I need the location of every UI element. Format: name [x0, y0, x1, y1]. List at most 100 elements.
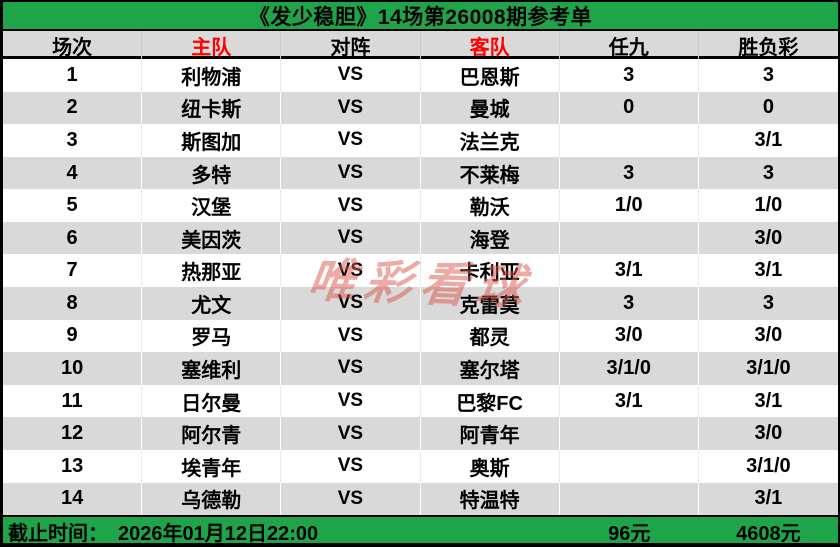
- cell-away-team: 都灵: [421, 319, 560, 353]
- cell-shengfucai: 3/1/0: [746, 454, 791, 477]
- cell-versus: VS: [281, 417, 421, 450]
- cell-match-no: 14: [3, 482, 143, 516]
- column-header-match-no: 场次: [3, 31, 143, 60]
- cell-renjiu: 0: [560, 91, 699, 125]
- table-header-row: 场次 主队 对阵 客队 任九 胜负彩: [3, 31, 838, 60]
- cell-home-team: 罗马: [142, 319, 282, 353]
- cell-home-team: 纽卡斯: [142, 91, 282, 125]
- cell-shengfucai: 3/1/0: [746, 356, 791, 379]
- cell-versus: VS: [281, 352, 421, 385]
- cell-away-team: 奥斯: [421, 449, 560, 483]
- cell-away-team: 勒沃: [421, 189, 560, 222]
- cell-match-no: 5: [3, 189, 143, 222]
- cell-versus: VS: [281, 91, 421, 125]
- cell-renjiu: [560, 124, 699, 157]
- cell-away-team: 克雷莫: [421, 287, 560, 320]
- cell-match-no: 6: [3, 221, 143, 255]
- table-row: 10 塞维利 VS 塞尔塔 3/1/0 3/1/0: [3, 352, 838, 385]
- cell-away-team: 塞尔塔: [421, 352, 560, 385]
- cell-away-team: 法兰克: [421, 124, 560, 157]
- cell-match-no: 2: [3, 91, 143, 125]
- cell-match-no: 12: [3, 417, 143, 450]
- cell-home-team: 美因茨: [142, 221, 282, 255]
- cell-renjiu: 3: [560, 59, 699, 92]
- column-header-shengfucai: 胜负彩: [738, 37, 799, 59]
- table-row: 2 纽卡斯 VS 曼城 0 0: [3, 91, 838, 125]
- cell-home-team: 阿尔青: [142, 417, 282, 450]
- cell-versus: VS: [281, 482, 421, 516]
- column-header-renjiu: 任九: [560, 31, 699, 60]
- cell-shengfucai: 3/1: [754, 487, 783, 510]
- table-row: 5 汉堡 VS 勒沃 1/0 1/0: [3, 189, 838, 222]
- cell-renjiu: 1/0: [560, 189, 699, 222]
- table-row: 13 埃青年 VS 奥斯 3/1/0: [3, 449, 838, 483]
- cell-away-team: 巴黎FC: [421, 384, 560, 418]
- cell-versus: VS: [281, 156, 421, 190]
- cell-renjiu: 3/1: [560, 384, 699, 418]
- renjiu-price: 96元: [608, 523, 651, 545]
- deadline-label: 截止时间：: [8, 523, 108, 545]
- cell-away-team: 阿青年: [421, 417, 560, 450]
- table-row: 9 罗马 VS 都灵 3/0 3/0: [3, 319, 838, 353]
- cell-renjiu: 3/0: [560, 319, 699, 353]
- shengfucai-price: 4608元: [736, 523, 801, 545]
- cell-shengfucai: 3/0: [754, 422, 783, 445]
- cell-renjiu: 3/1: [560, 254, 699, 288]
- cell-shengfucai: 3: [762, 63, 774, 86]
- cell-match-no: 7: [3, 254, 143, 288]
- column-header-away-team: 客队: [421, 31, 560, 60]
- cell-away-team: 特温特: [421, 482, 560, 516]
- cell-versus: VS: [281, 124, 421, 157]
- cell-match-no: 13: [3, 449, 143, 483]
- cell-away-team: 不莱梅: [421, 156, 560, 190]
- table-row: 11 日尔曼 VS 巴黎FC 3/1 3/1: [3, 384, 838, 418]
- cell-shengfucai: 3/0: [754, 226, 783, 249]
- cell-versus: VS: [281, 221, 421, 255]
- cell-match-no: 10: [3, 352, 143, 385]
- column-header-versus: 对阵: [281, 31, 421, 60]
- table-row: 6 美因茨 VS 海登 3/0: [3, 221, 838, 255]
- cell-renjiu: 3: [560, 156, 699, 190]
- deadline: 截止时间： 2026年01月12日22:00: [3, 517, 560, 545]
- cell-away-team: 巴恩斯: [421, 59, 560, 92]
- cell-renjiu: [560, 482, 699, 516]
- cell-versus: VS: [281, 189, 421, 222]
- cell-shengfucai: 3: [762, 161, 774, 184]
- table-row: 3 斯图加 VS 法兰克 3/1: [3, 124, 838, 157]
- cell-home-team: 塞维利: [142, 352, 282, 385]
- cell-match-no: 1: [3, 59, 143, 92]
- table-row: 4 多特 VS 不莱梅 3 3: [3, 156, 838, 190]
- cell-versus: VS: [281, 449, 421, 483]
- cell-shengfucai: 0: [762, 96, 774, 119]
- cell-shengfucai: 3/1: [754, 259, 783, 282]
- cell-shengfucai: 3: [762, 291, 774, 314]
- cell-home-team: 埃青年: [142, 449, 282, 483]
- cell-renjiu: 3: [560, 287, 699, 320]
- cell-versus: VS: [281, 319, 421, 353]
- table-row: 7 热那亚 VS 卡利亚 3/1 3/1: [3, 254, 838, 288]
- cell-shengfucai: 3/1: [754, 389, 783, 412]
- cell-away-team: 卡利亚: [421, 254, 560, 288]
- cell-home-team: 热那亚: [142, 254, 282, 288]
- cell-renjiu: [560, 449, 699, 483]
- cell-match-no: 4: [3, 156, 143, 190]
- column-header-home-team: 主队: [142, 31, 282, 60]
- cell-home-team: 斯图加: [142, 124, 282, 157]
- cell-match-no: 11: [3, 384, 143, 418]
- cell-match-no: 3: [3, 124, 143, 157]
- table-body: 1 利物浦 VS 巴恩斯 3 3 2 纽卡斯 VS 曼城 0 0 3 斯图加 VS 法兰克 3/1 4 多特 VS 不莱…: [3, 59, 838, 516]
- cell-renjiu: [560, 221, 699, 255]
- footer-bar: 截止时间： 2026年01月12日22:00 96元 4608元: [3, 515, 838, 543]
- cell-home-team: 利物浦: [142, 59, 282, 92]
- cell-home-team: 汉堡: [142, 189, 282, 222]
- cell-home-team: 日尔曼: [142, 384, 282, 418]
- cell-renjiu: [560, 417, 699, 450]
- cell-match-no: 9: [3, 319, 143, 353]
- cell-versus: VS: [281, 59, 421, 92]
- deadline-value: 2026年01月12日22:00: [118, 523, 319, 545]
- table-row: 1 利物浦 VS 巴恩斯 3 3: [3, 59, 838, 92]
- cell-away-team: 海登: [421, 221, 560, 255]
- cell-home-team: 多特: [142, 156, 282, 190]
- cell-shengfucai: 1/0: [754, 194, 783, 217]
